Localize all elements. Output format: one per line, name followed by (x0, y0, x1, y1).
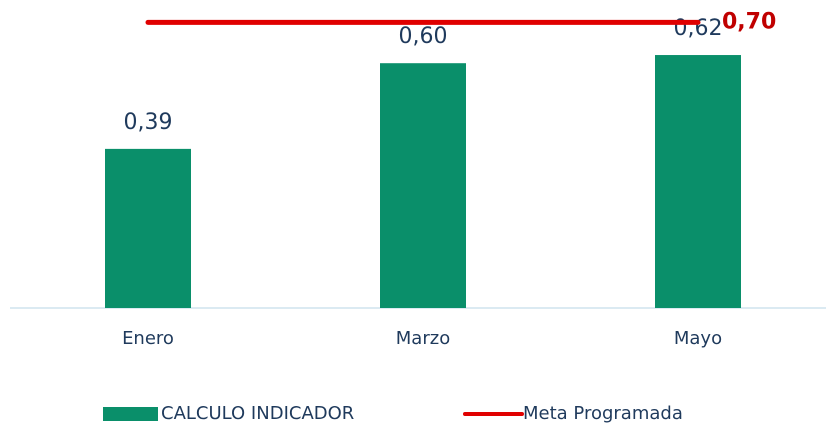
x-tick-label: Marzo (396, 328, 450, 349)
data-label: 0,62 (674, 16, 723, 41)
legend-swatch (103, 407, 158, 421)
bar (380, 63, 466, 309)
x-tick-label: Mayo (674, 328, 722, 349)
bar (655, 55, 741, 308)
bar (105, 148, 191, 308)
legend-label: CALCULO INDICADOR (161, 403, 354, 424)
legend-label: Meta Programada (523, 403, 683, 424)
data-label: 0,70 (722, 9, 776, 34)
data-label: 0,60 (399, 24, 448, 49)
x-tick-label: Enero (122, 328, 174, 349)
data-label: 0,39 (124, 110, 173, 135)
